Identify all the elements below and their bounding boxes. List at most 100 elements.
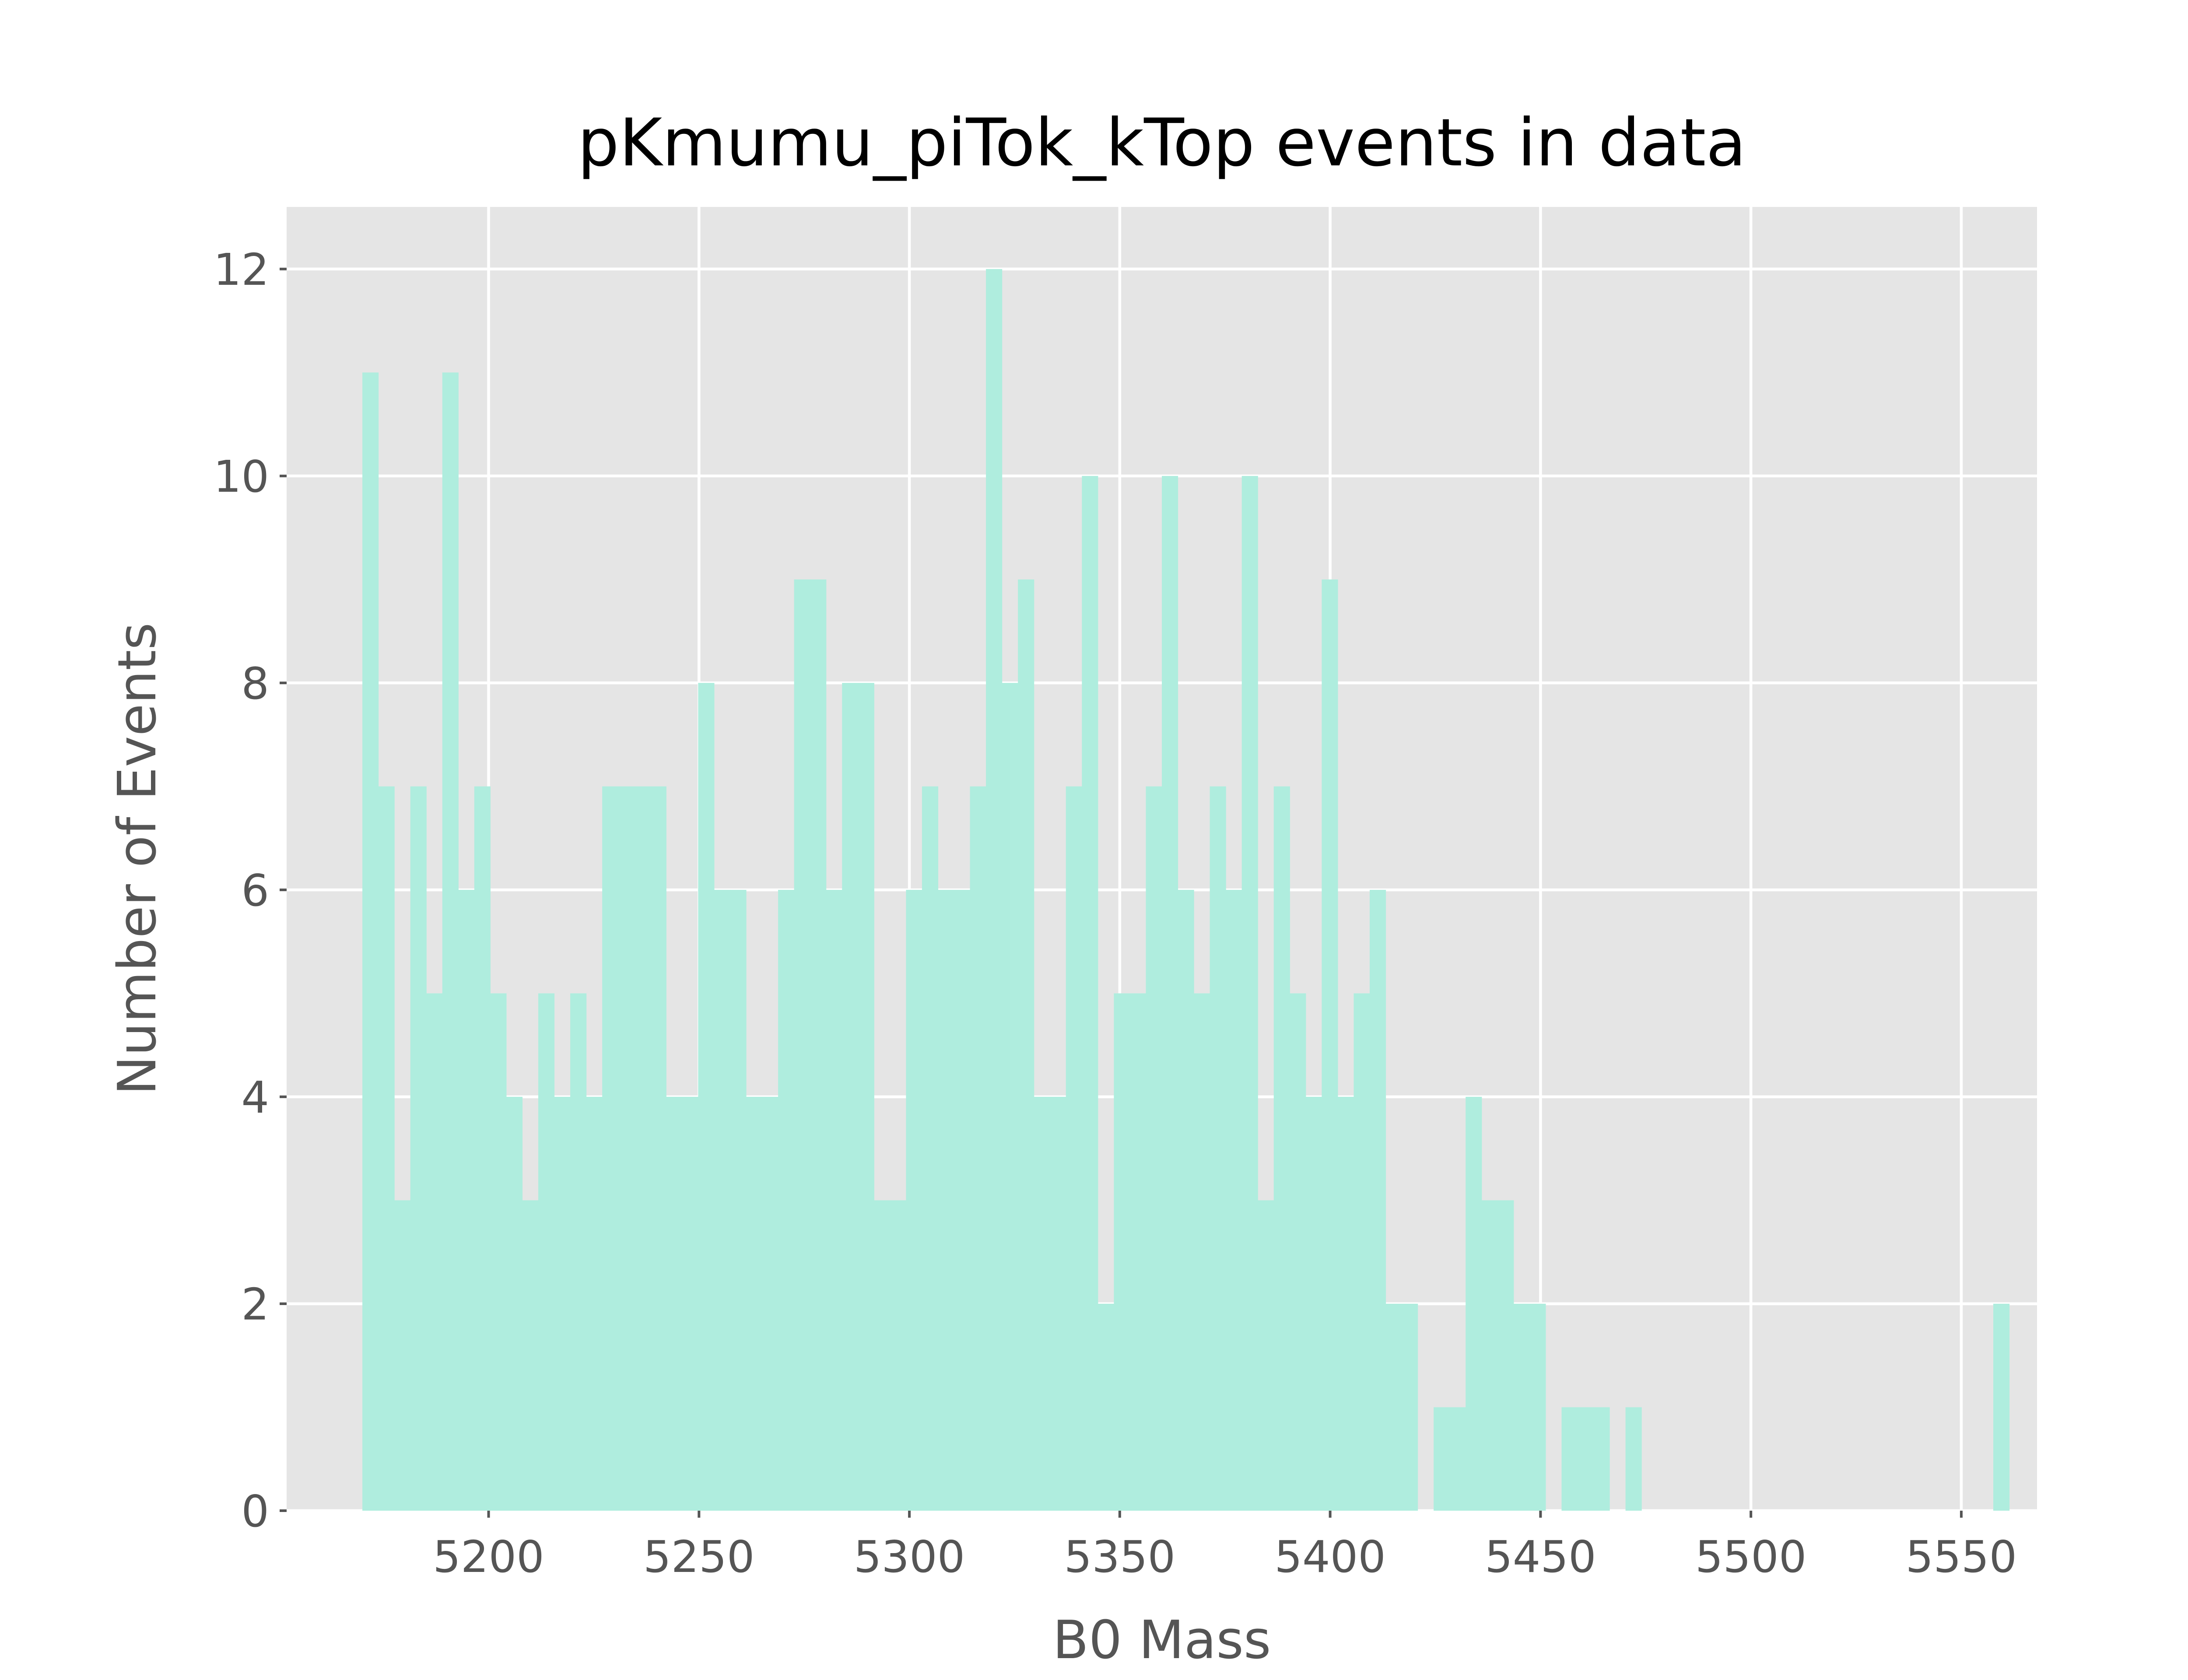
histogram-bar-46 — [1098, 1303, 1114, 1511]
y-tick-label: 12 — [214, 244, 269, 295]
histogram-bar-43 — [1050, 1096, 1066, 1511]
histogram-bars — [362, 269, 2010, 1511]
histogram-bar-68 — [1449, 1407, 1466, 1511]
y-axis: 0 2 4 6 8 10 12 — [214, 244, 287, 1537]
histogram-bar-61 — [1337, 1096, 1354, 1511]
y-tick-label: 0 — [241, 1486, 269, 1537]
histogram-bar-63 — [1370, 889, 1386, 1511]
histogram-bar-9 — [506, 1096, 523, 1511]
histogram-bar-65 — [1402, 1303, 1418, 1511]
histogram-bar-37 — [954, 889, 971, 1511]
histogram-bar-72 — [1513, 1303, 1530, 1511]
histogram-bar-10 — [522, 1200, 539, 1511]
x-tick-label: 5300 — [854, 1531, 965, 1582]
histogram-bar-18 — [650, 786, 666, 1511]
histogram-bar-23 — [730, 889, 747, 1511]
histogram-bar-0 — [362, 372, 379, 1511]
histogram-bar-36 — [938, 889, 954, 1511]
histogram-bar-42 — [1034, 1096, 1050, 1511]
histogram-bar-39 — [986, 269, 1003, 1511]
histogram-bar-24 — [746, 1096, 763, 1511]
histogram-bar-14 — [586, 1096, 603, 1511]
x-tick-label: 5350 — [1064, 1531, 1176, 1582]
x-tick-label: 5400 — [1274, 1531, 1386, 1582]
histogram-bar-50 — [1162, 476, 1178, 1511]
y-tick-label: 10 — [214, 451, 269, 502]
x-axis: 5200 5250 5300 5350 5400 5450 5500 5550 — [433, 1511, 2017, 1582]
y-tick-label: 4 — [241, 1072, 269, 1123]
histogram-bar-3 — [410, 786, 427, 1511]
x-tick-label: 5450 — [1485, 1531, 1596, 1582]
histogram-bar-54 — [1226, 889, 1242, 1511]
histogram-bar-41 — [1018, 579, 1034, 1511]
histogram-bar-21 — [698, 682, 715, 1511]
histogram-bar-34 — [906, 889, 922, 1511]
histogram-bar-77 — [1593, 1407, 1610, 1511]
histogram-bar-64 — [1385, 1303, 1402, 1511]
histogram-bar-51 — [1178, 889, 1194, 1511]
histogram-bar-5 — [442, 372, 459, 1511]
y-tick-label: 2 — [241, 1279, 269, 1330]
histogram-bar-6 — [458, 889, 475, 1511]
histogram-bar-19 — [666, 1096, 683, 1511]
histogram-bar-28 — [810, 579, 827, 1511]
histogram-bar-35 — [922, 786, 939, 1511]
histogram-bar-57 — [1273, 786, 1290, 1511]
histogram-bar-8 — [490, 993, 507, 1511]
histogram-bar-30 — [842, 682, 859, 1511]
histogram-bar-7 — [474, 786, 491, 1511]
histogram-bar-4 — [426, 993, 443, 1511]
histogram-bar-2 — [394, 1200, 411, 1511]
x-tick-label: 5500 — [1695, 1531, 1807, 1582]
histogram-bar-29 — [826, 889, 842, 1511]
histogram-bar-55 — [1241, 476, 1258, 1511]
y-axis-title: Number of Events — [107, 623, 168, 1095]
histogram-bar-12 — [554, 1096, 571, 1511]
histogram-bar-40 — [1002, 682, 1018, 1511]
histogram-bar-31 — [858, 682, 874, 1511]
histogram-bar-15 — [602, 786, 619, 1511]
histogram-bar-17 — [634, 786, 651, 1511]
histogram-bar-59 — [1305, 1096, 1322, 1511]
histogram-bar-60 — [1322, 579, 1338, 1511]
histogram-bar-75 — [1561, 1407, 1578, 1511]
histogram-bar-20 — [682, 1096, 698, 1511]
histogram-bar-11 — [538, 993, 555, 1511]
histogram-bar-44 — [1066, 786, 1082, 1511]
histogram-bar-79 — [1625, 1407, 1642, 1511]
histogram-bar-76 — [1578, 1407, 1594, 1511]
histogram-bar-32 — [874, 1200, 891, 1511]
y-tick-label: 8 — [241, 658, 269, 709]
histogram-bar-53 — [1210, 786, 1226, 1511]
histogram-bar-73 — [1529, 1303, 1546, 1511]
x-tick-label: 5200 — [433, 1531, 544, 1582]
histogram-bar-67 — [1434, 1407, 1450, 1511]
histogram-bar-70 — [1481, 1200, 1498, 1511]
histogram-bar-71 — [1497, 1200, 1514, 1511]
x-tick-label: 5250 — [643, 1531, 755, 1582]
histogram-bar-62 — [1353, 993, 1370, 1511]
x-tick-label: 5550 — [1906, 1531, 2017, 1582]
histogram-bar-56 — [1258, 1200, 1274, 1511]
histogram-bar-69 — [1466, 1096, 1482, 1511]
histogram-bar-22 — [714, 889, 731, 1511]
histogram-bar-47 — [1114, 993, 1130, 1511]
histogram-bar-52 — [1194, 993, 1210, 1511]
histogram-bar-33 — [890, 1200, 906, 1511]
histogram-bar-102 — [1993, 1303, 2010, 1511]
histogram-bar-27 — [794, 579, 810, 1511]
histogram-bar-58 — [1290, 993, 1306, 1511]
histogram-bar-1 — [378, 786, 395, 1511]
chart-title: pKmumu_piTok_kTop events in data — [578, 105, 1746, 181]
y-tick-label: 6 — [241, 865, 269, 916]
histogram-bar-49 — [1146, 786, 1162, 1511]
histogram-bar-16 — [618, 786, 635, 1511]
histogram-bar-25 — [762, 1096, 778, 1511]
histogram-bar-26 — [778, 889, 795, 1511]
x-axis-title: B0 Mass — [1053, 1610, 1271, 1671]
histogram-bar-38 — [970, 786, 986, 1511]
histogram-bar-48 — [1129, 993, 1147, 1511]
histogram-bar-13 — [570, 993, 587, 1511]
